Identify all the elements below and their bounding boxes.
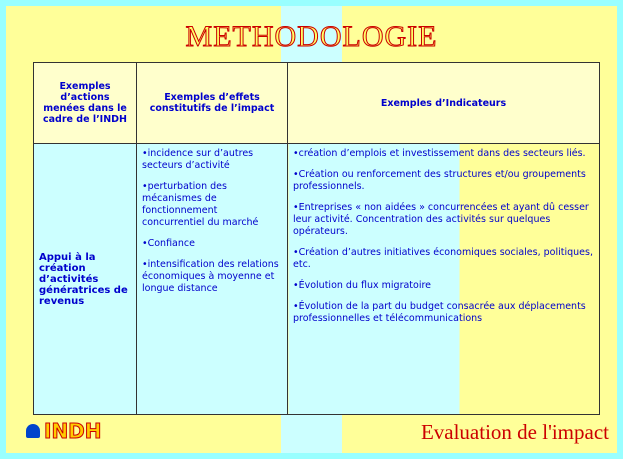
list-item: création d’emplois et investissement dan… [293,148,594,160]
list-item: Évolution du flux migratoire [293,280,594,292]
cell: création d’emplois et investissement dan… [287,143,600,415]
list-item: incidence sur d’autres secteurs d’activi… [142,148,282,172]
header-row: Exemples d’actions menées dans le cadre … [33,62,600,144]
list-item: Entreprises « non aidées » concurrencées… [293,202,594,238]
list-item: Confiance [142,238,282,250]
list-item: perturbation des mécanismes de fonctionn… [142,181,282,229]
list-item: intensification des relations économique… [142,259,282,295]
cell: incidence sur d’autres secteurs d’activi… [136,143,288,415]
header-cell: Exemples d’effets constitutifs de l’impa… [136,62,288,144]
table: Exemples d’actions menées dans le cadre … [33,62,600,415]
list-item: Évolution de la part du budget consacrée… [293,301,594,325]
cell: Appui à la création d’activités génératr… [33,143,137,415]
header-cell: Exemples d’actions menées dans le cadre … [33,62,137,144]
list: incidence sur d’autres secteurs d’activi… [142,148,282,295]
header-cell: Exemples d’Indicateurs [287,62,600,144]
body-row: Appui à la création d’activités génératr… [33,143,600,415]
logo: INDH [26,419,102,444]
list: création d’emplois et investissement dan… [293,148,594,325]
list-item: Création d’autres initiatives économique… [293,247,594,271]
list-item: Création ou renforcement des structures … [293,169,594,193]
footer-caption: Evaluation de l'impact [420,420,609,444]
slide-title: METHODOLOGIE [185,20,438,54]
